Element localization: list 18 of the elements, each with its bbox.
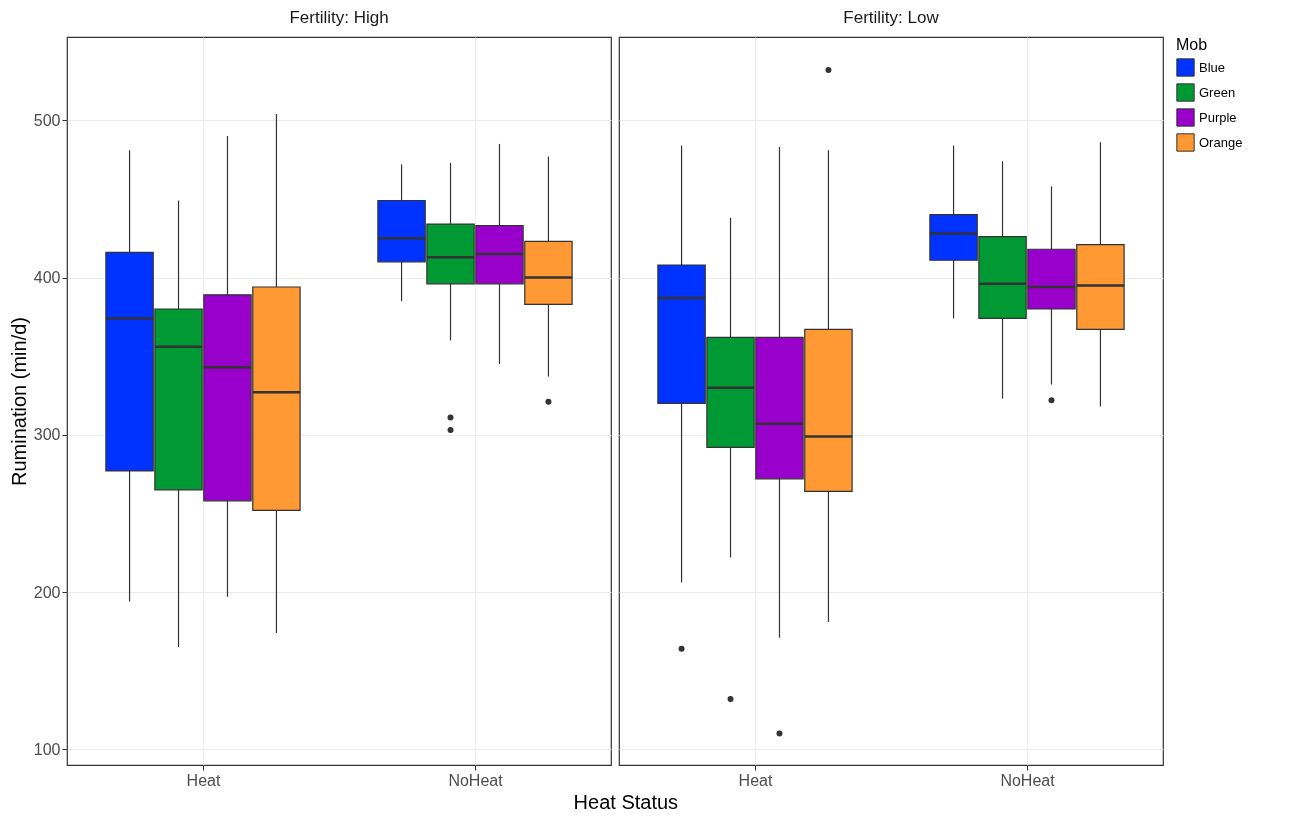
legend-title: Mob: [1176, 36, 1208, 53]
y-tick-label: 500: [33, 111, 61, 129]
chart-title: Fertility: Low: [843, 8, 940, 27]
x-tick-label: Heat: [738, 771, 773, 789]
legend-label: Green: [1199, 84, 1236, 100]
x-axis-title: Heat Status: [573, 790, 679, 813]
legend-label: Orange: [1199, 134, 1243, 150]
x-tick-label: Heat: [186, 771, 221, 789]
y-tick-label: 100: [33, 740, 61, 758]
legend-label: Purple: [1199, 109, 1237, 125]
y-tick-label: 400: [33, 269, 61, 287]
y-tick-label: 200: [33, 583, 61, 601]
y-axis-title: Rumination (min/d): [7, 317, 30, 486]
chart-title: Fertility: High: [289, 8, 389, 27]
y-tick-label: 300: [33, 426, 61, 444]
x-tick-label: NoHeat: [1000, 771, 1056, 789]
x-tick-label: NoHeat: [448, 771, 504, 789]
legend-label: Blue: [1199, 59, 1226, 75]
